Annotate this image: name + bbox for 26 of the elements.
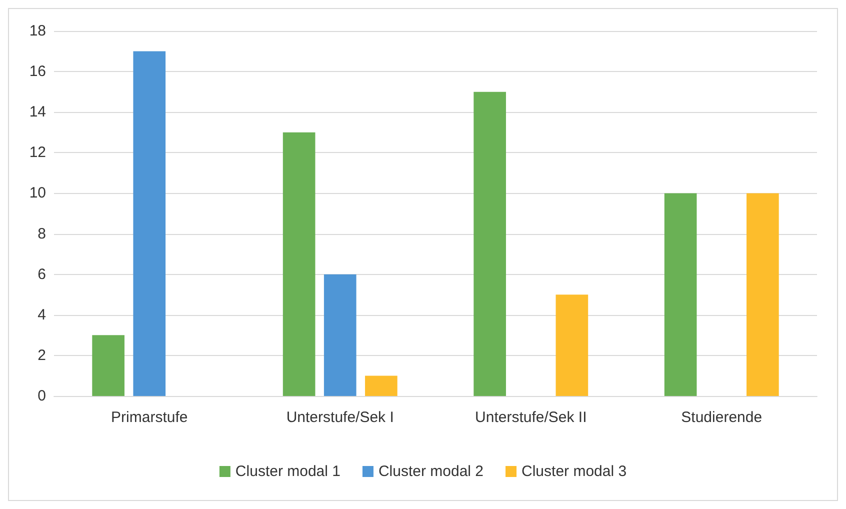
y-tick-label: 12 xyxy=(29,144,46,162)
legend-label: Cluster modal 3 xyxy=(522,463,627,480)
bar xyxy=(746,193,779,396)
x-tick-label: Unterstufe/Sek II xyxy=(475,409,587,426)
x-tick-label: Unterstufe/Sek I xyxy=(286,409,394,426)
y-tick-label: 8 xyxy=(38,225,46,242)
y-tick-label: 10 xyxy=(29,184,46,202)
bar xyxy=(365,376,398,396)
y-tick-label: 4 xyxy=(38,306,46,324)
bar xyxy=(474,92,506,396)
y-tick-label: 18 xyxy=(29,22,46,40)
bar xyxy=(133,51,166,396)
legend-label: Cluster modal 2 xyxy=(378,463,484,480)
y-tick-label: 0 xyxy=(38,388,46,404)
y-tick-label: 16 xyxy=(29,63,46,80)
bar xyxy=(556,294,588,396)
bar xyxy=(664,193,697,396)
x-tick-label: Studierende xyxy=(681,409,762,426)
bar xyxy=(282,132,316,396)
legend-label: Cluster modal 1 xyxy=(235,463,340,480)
bar xyxy=(324,274,356,396)
x-tick-label: Primarstufe xyxy=(111,409,188,426)
y-tick-label: 14 xyxy=(29,104,46,121)
bar xyxy=(92,335,124,396)
y-tick-label: 6 xyxy=(38,266,46,283)
y-tick-label: 2 xyxy=(38,346,46,364)
